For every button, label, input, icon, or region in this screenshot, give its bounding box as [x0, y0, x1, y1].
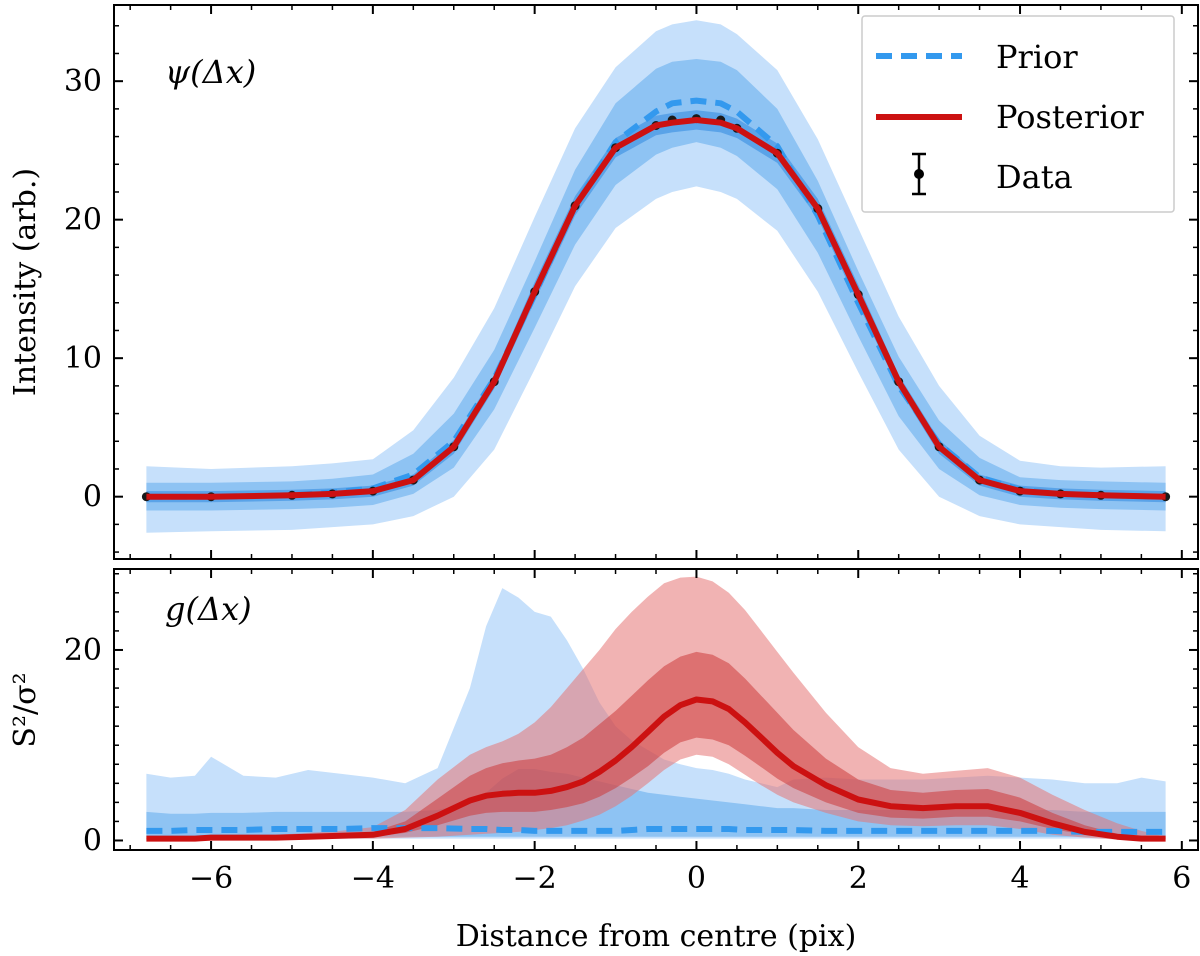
legend-item-prior: Prior	[876, 38, 1078, 76]
intensity-y-axis-label: Intensity (arb.)	[8, 168, 43, 396]
noise-ratio-y-axis-label: S²/σ²	[8, 672, 43, 747]
intensity-panel: 0 10 20 30 ψ(Δx) Intensity (arb.) Prior Pos…	[8, 4, 1199, 560]
noise-ratio-axis-ticks: −6 −4 −2 0 2 4 6 0 20	[64, 569, 1198, 896]
legend-data-label: Data	[996, 158, 1073, 196]
intensity-curves	[141, 97, 1171, 502]
x-tick-label: −2	[513, 861, 557, 896]
legend-posterior-label: Posterior	[996, 98, 1145, 136]
noise-ratio-panel: −6 −4 −2 0 2 4 6 0 20 g(Δx) S²/σ² Distance from …	[8, 568, 1199, 954]
top-posterior-line	[146, 117, 1166, 500]
bot-posterior-line	[146, 696, 1166, 842]
legend-frame	[861, 15, 1175, 213]
x-axis-label: Distance from centre (pix)	[456, 919, 857, 954]
legend-prior-label: Prior	[996, 38, 1078, 76]
top-y-tick-label: 30	[64, 64, 102, 99]
bot-band-posterior-inner	[146, 651, 1166, 839]
intensity-panel-label: ψ(Δx)	[165, 53, 256, 91]
top-y-tick-label: 20	[64, 203, 102, 238]
x-tick-label: −6	[189, 861, 233, 896]
legend-item-posterior: Posterior	[876, 98, 1145, 136]
top-y-tick-label: 10	[64, 341, 102, 376]
intensity-axis-ticks: 0 10 20 30	[64, 5, 1198, 559]
legend-data-marker	[914, 169, 924, 179]
bot-y-tick-label: 0	[83, 823, 102, 858]
x-tick-label: 4	[1010, 861, 1029, 896]
legend: Prior Posterior Data	[861, 15, 1175, 213]
x-tick-label: −4	[351, 861, 395, 896]
bot-prior-line	[146, 825, 1166, 835]
noise-ratio-curves	[146, 696, 1166, 842]
noise-ratio-credible-bands	[146, 576, 1166, 840]
x-tick-label: 0	[687, 861, 706, 896]
legend-item-data: Data	[912, 152, 1073, 196]
x-tick-label: 2	[849, 861, 868, 896]
noise-ratio-panel-label: g(Δx)	[165, 590, 252, 628]
top-y-tick-label: 0	[83, 480, 102, 515]
bot-y-tick-label: 20	[64, 633, 102, 668]
x-tick-label: 6	[1172, 861, 1191, 896]
